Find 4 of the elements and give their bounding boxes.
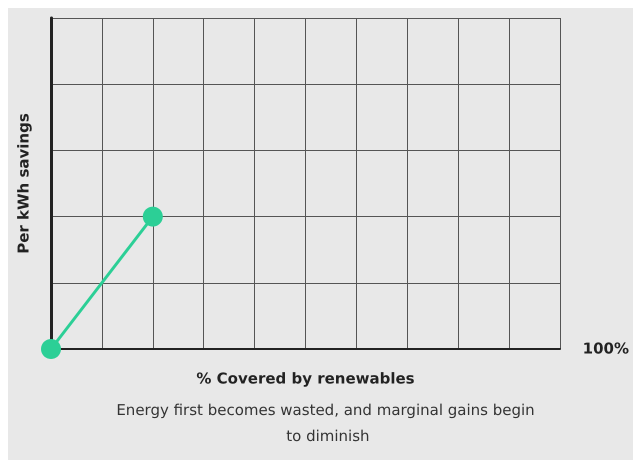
text: 100% — [582, 340, 630, 358]
text: Energy first becomes wasted, and marginal gains begin to diminish — [116, 401, 535, 445]
x-axis-title: % Covered by renewables — [196, 370, 415, 388]
y-axis-title: Per kWh savings — [14, 113, 32, 254]
